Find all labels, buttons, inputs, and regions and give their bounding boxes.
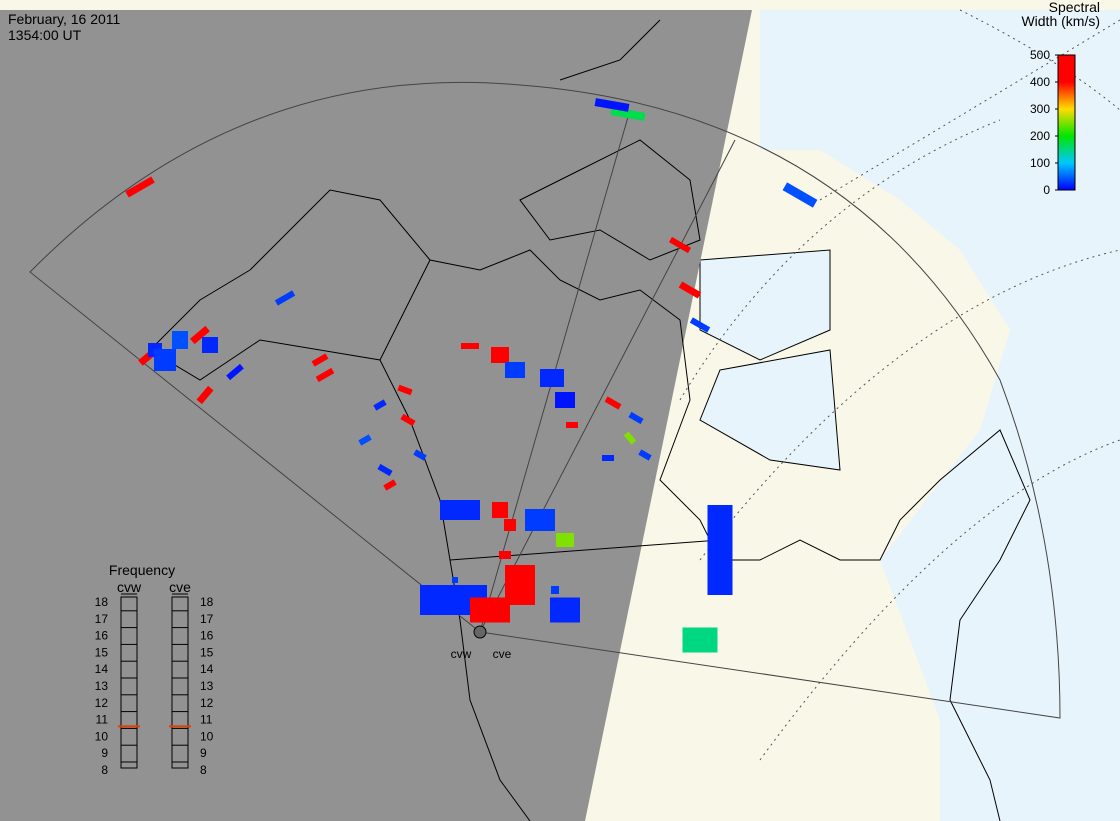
date: February, 16 2011 xyxy=(8,11,121,27)
echo xyxy=(491,347,509,363)
echo xyxy=(604,396,622,410)
frequency-tick-label: 12 xyxy=(200,696,214,710)
frequency-tick-label: 10 xyxy=(200,729,214,743)
panel-label: cvw xyxy=(117,579,142,595)
radar-label: cvw xyxy=(451,647,472,661)
radar-label: cve xyxy=(493,647,512,661)
echo xyxy=(668,236,692,254)
frequency-tick-label: 16 xyxy=(95,629,109,643)
echo xyxy=(413,449,427,461)
echo xyxy=(190,325,210,345)
radar-site xyxy=(473,625,487,639)
echo xyxy=(678,281,702,299)
frequency-tick-label: 17 xyxy=(200,612,214,626)
echo xyxy=(623,431,637,445)
frequency-tick-label: 16 xyxy=(200,629,214,643)
echo xyxy=(470,597,510,623)
echo xyxy=(682,627,718,653)
echo xyxy=(315,367,335,383)
lat-lon-grid xyxy=(679,9,1120,761)
echo xyxy=(782,182,818,208)
frequency-tick-label: 14 xyxy=(95,662,109,676)
echo xyxy=(540,369,564,387)
frequency-tick-label: 8 xyxy=(200,763,207,777)
echo xyxy=(689,317,711,333)
echo xyxy=(226,363,244,381)
echo xyxy=(594,98,630,112)
echo xyxy=(499,551,511,559)
echo xyxy=(638,449,652,461)
echo xyxy=(383,479,397,491)
panel-box xyxy=(171,596,189,769)
echo xyxy=(492,502,508,518)
frequency-tick-label: 18 xyxy=(200,595,214,609)
echo xyxy=(550,597,580,623)
echo xyxy=(125,176,155,198)
colorbar-tick-label: 400 xyxy=(1030,75,1050,89)
echo xyxy=(440,500,480,520)
echo xyxy=(707,505,733,595)
echo xyxy=(556,533,574,547)
colorbar: 0 100 200 300 400 500 xyxy=(1030,48,1076,197)
echo xyxy=(373,399,387,411)
colorbar-tick-label: 200 xyxy=(1030,129,1050,143)
echo xyxy=(358,434,372,446)
echo xyxy=(400,413,416,427)
frequency-tick-label: 15 xyxy=(95,645,109,659)
frequency-title: Frequency xyxy=(109,562,175,578)
colorbar-title: Width (km/s) xyxy=(1021,13,1100,29)
echo xyxy=(505,565,535,605)
echo xyxy=(461,343,479,349)
colorbar-rect xyxy=(1057,54,1076,191)
colorbar-title: Spectral xyxy=(1049,0,1100,15)
echo xyxy=(172,331,188,349)
panel-label: cve xyxy=(169,579,191,595)
frequency-tick-label: 8 xyxy=(101,763,108,777)
echo xyxy=(555,392,575,408)
echo xyxy=(196,385,214,405)
echo xyxy=(551,586,559,594)
echo xyxy=(505,362,525,378)
colorbar-tick-label: 300 xyxy=(1030,102,1050,116)
panel-box xyxy=(120,596,138,769)
echo xyxy=(602,455,614,461)
echo xyxy=(397,384,413,396)
colorbar-tick-label: 100 xyxy=(1030,156,1050,170)
echo xyxy=(566,422,578,428)
frequency-tick-label: 9 xyxy=(200,746,207,760)
echo xyxy=(420,585,460,615)
bay xyxy=(699,249,841,471)
frequency-tick-label: 13 xyxy=(200,679,214,693)
echo xyxy=(610,107,646,121)
ocean xyxy=(760,10,1120,821)
echo xyxy=(274,290,296,306)
frequency-tick-label: 9 xyxy=(101,746,108,760)
echo xyxy=(504,519,516,531)
echo xyxy=(154,349,176,371)
echo xyxy=(311,353,329,367)
frequency-tick-label: 15 xyxy=(200,645,214,659)
frequency-tick-label: 11 xyxy=(200,713,213,727)
frequency-tick-label: 18 xyxy=(95,595,109,609)
echo xyxy=(628,411,644,425)
echo xyxy=(377,463,393,477)
echoes xyxy=(125,98,818,653)
colorbar-tick-label: 0 xyxy=(1043,183,1050,197)
frequency-tick-label: 10 xyxy=(95,729,109,743)
frequency-tick-label: 17 xyxy=(95,612,109,626)
frequency-tick-label: 11 xyxy=(96,713,109,727)
echo xyxy=(525,509,555,531)
echo xyxy=(452,577,458,583)
frequency-panel: cvw 8 9 10 11 12 13 14 15 16 17 18 cve 8 9 10 11 12 13 14 15… xyxy=(95,579,214,777)
frequency-tick-label: 14 xyxy=(200,662,214,676)
frequency-tick-label: 12 xyxy=(95,696,109,710)
colorbar-tick-label: 500 xyxy=(1030,48,1050,62)
echo xyxy=(202,337,218,353)
time: 1354:00 UT xyxy=(8,27,82,43)
frequency-tick-label: 13 xyxy=(95,679,109,693)
